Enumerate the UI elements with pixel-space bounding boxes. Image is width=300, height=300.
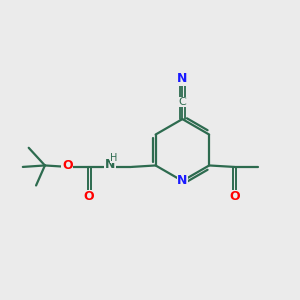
Text: O: O — [62, 159, 73, 172]
Text: O: O — [229, 190, 239, 203]
Text: N: N — [177, 72, 188, 85]
Text: C: C — [178, 97, 186, 107]
Text: N: N — [105, 158, 116, 171]
Text: N: N — [177, 174, 188, 188]
Text: O: O — [84, 190, 94, 203]
Text: H: H — [110, 152, 118, 163]
